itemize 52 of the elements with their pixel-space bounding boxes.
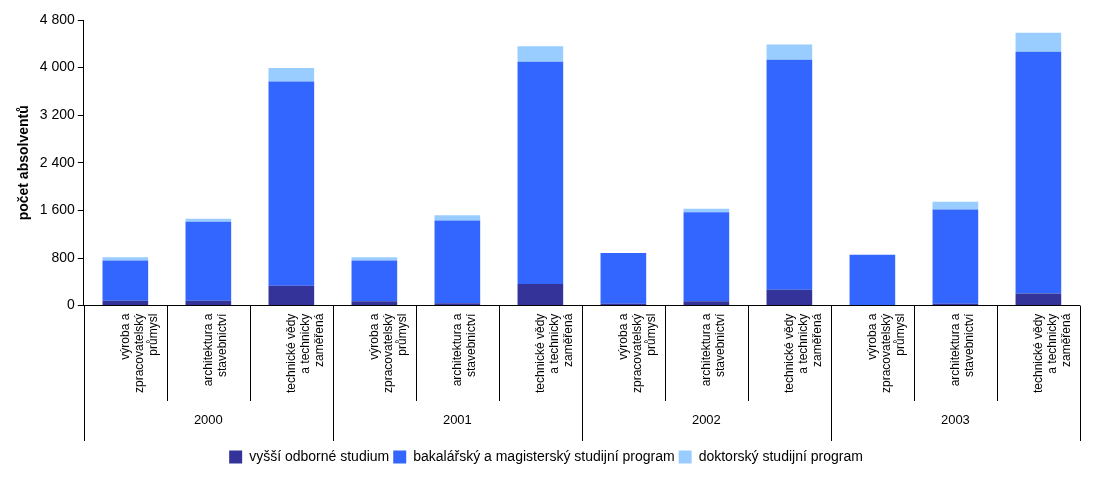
text: 2003 [940, 412, 970, 428]
x-tick-label: výroba a zpracovatelský průmysl [366, 313, 410, 393]
bar [1015, 32, 1062, 52]
text: 2001 [442, 412, 472, 428]
bar [434, 220, 481, 304]
bar [268, 285, 315, 306]
y-axis-title: počet absolventů [15, 105, 32, 221]
x-tick-label: výroba a zpracovatelský průmysl [117, 313, 161, 393]
bar [600, 252, 647, 304]
bar [517, 61, 564, 284]
text: 2000 [193, 412, 223, 428]
bar [683, 212, 730, 302]
x-tick-label: technické vědy a technicky zaměřená [283, 313, 327, 394]
x-tick-label: technické vědy a technicky zaměřená [532, 313, 576, 394]
bar [517, 46, 564, 62]
bar [268, 81, 315, 286]
y-tick-label: 1 600 [39, 201, 76, 218]
legend-label: bakalářský a magisterský studijní program [413, 447, 675, 464]
x-tick-label: výroba a zpracovatelský průmysl [864, 313, 908, 393]
bar [932, 201, 979, 210]
bar [185, 300, 232, 306]
bar [185, 218, 232, 222]
text: 2002 [691, 412, 721, 428]
x-tick-label: technické vědy a technicky zaměřená [1030, 313, 1074, 394]
y-tick-label: 4 000 [39, 58, 76, 75]
y-tick-label: 2 400 [39, 153, 76, 170]
legend-label: vyšší odborné studium [249, 447, 390, 464]
bar [766, 59, 813, 290]
bar [1015, 51, 1062, 294]
bar [185, 221, 232, 301]
bar [351, 301, 398, 306]
bar [1015, 293, 1062, 306]
bar [932, 209, 979, 304]
bar [849, 254, 896, 306]
y-tick-label: 3 200 [39, 106, 76, 123]
y-tick-label: 800 [51, 248, 76, 265]
x-tick-label: technické vědy a technicky zaměřená [781, 313, 825, 394]
bar [102, 257, 149, 261]
bar [766, 44, 813, 60]
bar [434, 215, 481, 221]
x-tick-label: výroba a zpracovatelský průmysl [615, 313, 659, 393]
bar [268, 67, 315, 82]
legend-label: doktorský studijní program [698, 447, 863, 464]
bar [517, 283, 564, 306]
y-tick-label: 4 800 [39, 10, 76, 27]
bar [766, 289, 813, 306]
bar [351, 260, 398, 302]
bar [102, 300, 149, 306]
bar [683, 301, 730, 306]
bar [351, 257, 398, 261]
bar [102, 260, 149, 301]
y-tick-label: 0 [67, 296, 76, 313]
